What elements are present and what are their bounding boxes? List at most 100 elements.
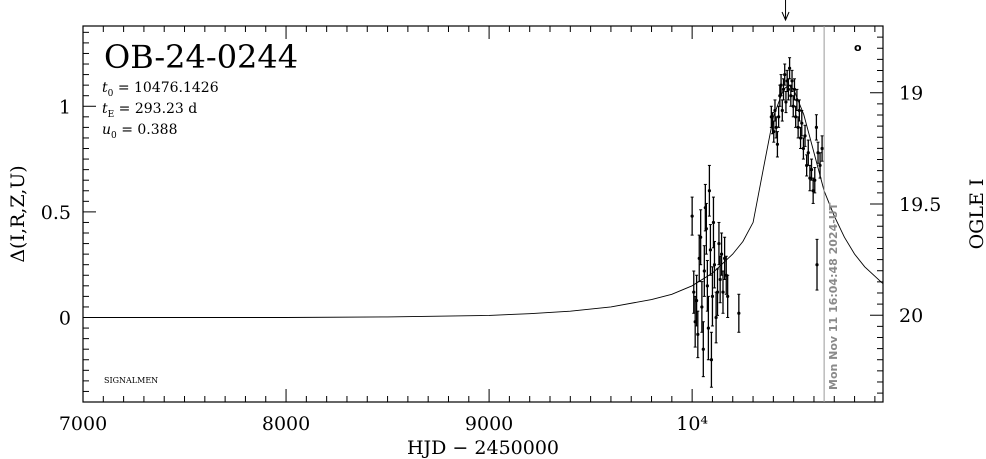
y-tick-label-right: 19 [899, 83, 923, 105]
data-point [709, 331, 714, 388]
data-point [814, 114, 819, 141]
point-marker [803, 134, 807, 138]
point-marker [692, 290, 696, 294]
data-point [700, 281, 704, 333]
model-curve-group [83, 84, 884, 318]
model-curve [83, 84, 884, 318]
point-marker [777, 115, 781, 119]
point-marker [719, 252, 724, 256]
point-marker [772, 130, 776, 134]
point-marker [797, 108, 801, 113]
data-point [708, 224, 713, 276]
point-marker [818, 163, 822, 168]
data-point [715, 268, 720, 316]
parameter-line: tE = 293.23 d [102, 101, 197, 120]
date-stamp: Mon Nov 11 16:04:48 2024-UT [827, 202, 840, 390]
point-marker [816, 151, 820, 155]
point-marker [718, 277, 722, 282]
data-point [808, 164, 812, 192]
point-marker [806, 151, 810, 155]
point-marker [815, 263, 819, 267]
point-marker [809, 168, 814, 172]
data-point [820, 135, 824, 162]
point-marker [707, 189, 711, 193]
point-marker [696, 332, 700, 337]
point-marker [726, 294, 730, 298]
data-point [779, 74, 783, 97]
point-marker [790, 79, 794, 83]
footer-label: SIGNALMEN [104, 376, 158, 385]
parameter-line: u0 = 0.388 [102, 122, 177, 141]
point-marker [715, 290, 720, 294]
point-marker [774, 125, 778, 129]
point-marker [796, 125, 800, 129]
point-marker [708, 248, 713, 252]
y-tick-label-left: 0 [59, 308, 71, 330]
point-marker [737, 311, 741, 315]
chart-title: OB-24-0244 [104, 38, 298, 76]
y-tick-label-right: 20 [899, 305, 923, 327]
data-point [800, 109, 804, 137]
point-marker [704, 227, 708, 231]
data-point [818, 152, 822, 179]
point-marker [787, 66, 792, 70]
data-point [726, 274, 730, 319]
data-point [775, 131, 780, 158]
point-marker [783, 72, 787, 77]
point-marker [800, 121, 804, 125]
point-marker [794, 115, 798, 119]
point-marker [714, 315, 718, 320]
data-point [711, 196, 716, 249]
y-tick-label-left: 1 [59, 96, 71, 118]
point-marker [773, 108, 777, 113]
y-axis-label-left: Δ(I,R,Z,U) [7, 165, 29, 262]
y-axis-label-right: OGLE I [966, 179, 986, 250]
point-marker [786, 87, 790, 91]
point-marker [814, 125, 819, 129]
point-marker [709, 358, 714, 362]
point-marker [701, 347, 705, 351]
data-point [790, 69, 794, 92]
point-marker [780, 108, 784, 113]
point-marker [705, 284, 709, 288]
point-marker [784, 100, 788, 104]
point-marker [781, 87, 786, 91]
point-marker [791, 104, 795, 108]
data-point [789, 84, 793, 107]
data-point [701, 321, 705, 378]
data-point [690, 196, 694, 236]
data-point [783, 63, 787, 86]
data-point [784, 90, 788, 114]
y-tick-label-right: 19.5 [899, 194, 941, 216]
data-point [781, 78, 786, 101]
data-point [712, 240, 717, 289]
parameter-list: t0 = 10476.1426 tE = 293.23 d u0 = 0.388 [102, 80, 219, 141]
point-marker [811, 189, 815, 193]
arrow-head [781, 11, 790, 22]
point-marker [808, 176, 812, 180]
data-point [707, 164, 711, 217]
data-point [813, 167, 817, 194]
data-points-group [690, 57, 824, 388]
data-point [714, 291, 718, 344]
point-marker [723, 256, 727, 260]
x-tick-label: 7000 [59, 413, 107, 435]
point-marker [712, 263, 717, 267]
point-marker [813, 178, 817, 182]
data-point [705, 259, 709, 312]
point-marker [820, 146, 824, 151]
data-point [718, 255, 722, 304]
data-point [723, 236, 727, 280]
data-point [706, 295, 710, 361]
x-axis-label: HJD − 2450000 [407, 437, 559, 459]
corner-mark: o [854, 41, 862, 54]
point-marker [779, 83, 783, 87]
y-tick-label-left: 0.5 [41, 202, 71, 224]
point-marker [702, 269, 706, 273]
axis-ticks: 7000 8000 9000 10⁴ 0 0.5 1 19 19.5 20 [41, 26, 941, 435]
point-marker [798, 136, 803, 140]
data-point [773, 99, 777, 122]
data-point [702, 245, 706, 297]
point-marker [710, 294, 715, 298]
